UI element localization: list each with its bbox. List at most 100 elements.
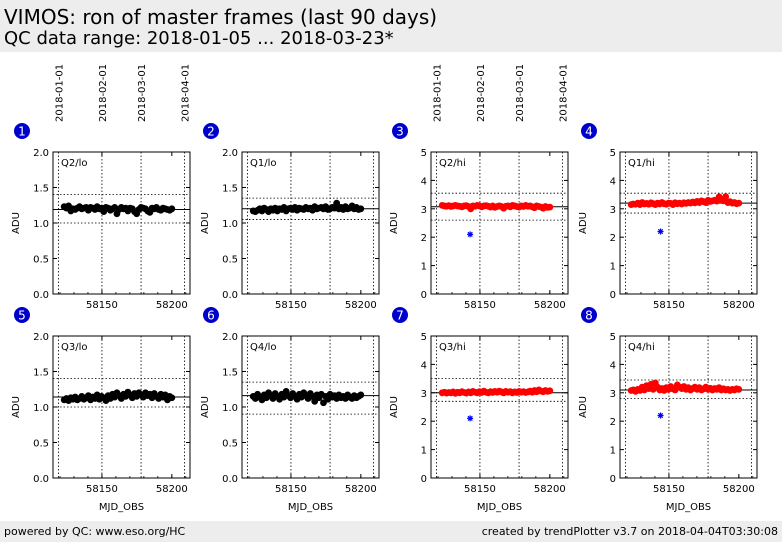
panel-number-badge	[14, 123, 30, 139]
y-axis-label: ADU	[578, 212, 589, 234]
data-point	[722, 193, 730, 200]
y-axis-label: ADU	[389, 212, 400, 234]
panel-number-label: 4	[585, 125, 593, 139]
outlier-stroke	[657, 412, 664, 419]
panel-number-badge	[392, 307, 408, 323]
data-point	[168, 205, 176, 213]
panel-number-label: 7	[396, 309, 404, 323]
y-tick-label: 1.0	[222, 219, 238, 230]
y-tick-label: 0.5	[33, 439, 49, 450]
date-tick-label: 2018-04-01	[558, 64, 569, 122]
x-axis-label: MJD_OBS	[288, 502, 333, 513]
date-tick-label: 2018-01-01	[433, 64, 444, 122]
outlier-stroke	[467, 415, 473, 421]
x-tick-label: 58200	[156, 300, 188, 311]
panel-label: Q2/hi	[439, 158, 466, 169]
y-tick-label: 0	[421, 474, 427, 485]
outlier-stroke	[657, 228, 664, 235]
y-tick-label: 3	[421, 205, 427, 216]
footer-credit: powered by QC: www.eso.org/HC	[4, 525, 186, 538]
x-tick-label: 58150	[275, 300, 307, 311]
x-axis-label: MJD_OBS	[666, 502, 711, 513]
panel-number-badge	[392, 123, 408, 139]
y-tick-label: 0.0	[222, 474, 238, 485]
y-axis-label: ADU	[389, 396, 400, 418]
data-point	[735, 385, 743, 393]
chart-panel-5: 0.0 0.5 1.0 1.5 2.0 58150 58200 ADU MJD_OBS Q3/lo…	[11, 307, 191, 513]
y-tick-label: 1.5	[222, 184, 238, 195]
y-tick-label: 0.0	[222, 290, 238, 301]
y-tick-label: 5	[610, 148, 616, 159]
chart-panel-4: 0 1 2 3 4 5 58150 58200 ADU Q1/hi 4	[578, 123, 758, 311]
panel-label: Q1/lo	[250, 158, 277, 169]
panel-label: Q1/hi	[628, 158, 655, 169]
plot-frame	[619, 151, 758, 295]
panel-label: Q2/lo	[61, 158, 88, 169]
date-tick-label: 2018-03-01	[515, 64, 526, 122]
y-tick-label: 5	[421, 332, 427, 343]
y-tick-label: 4	[421, 176, 427, 187]
data-point	[357, 391, 365, 399]
x-tick-label: 58150	[653, 484, 685, 495]
x-tick-label: 58200	[534, 484, 566, 495]
panel-number-badge	[14, 307, 30, 323]
y-tick-label: 0.5	[33, 255, 49, 266]
x-tick-label: 58150	[653, 300, 685, 311]
y-tick-label: 0.0	[33, 474, 49, 485]
y-axis-label: ADU	[11, 396, 22, 418]
panel-label: Q3/hi	[439, 342, 466, 353]
chart-panel-8: 0 1 2 3 4 5 58150 58200 ADU MJD_OBS Q4/hi 8	[578, 307, 758, 513]
y-tick-label: 2.0	[222, 148, 238, 159]
chart-panel-7: 0 1 2 3 4 5 58150 58200 ADU MJD_OBS Q3/hi 7	[389, 307, 569, 513]
outlier-marker	[467, 231, 474, 238]
y-tick-label: 1	[421, 262, 427, 273]
y-tick-label: 4	[421, 360, 427, 371]
panel-number-badge	[203, 123, 219, 139]
panel-label: Q3/lo	[61, 342, 88, 353]
y-tick-label: 0.5	[222, 255, 238, 266]
y-tick-label: 4	[610, 176, 616, 187]
x-tick-label: 58200	[345, 300, 377, 311]
panel-number-label: 3	[396, 125, 404, 139]
y-tick-label: 1.0	[222, 403, 238, 414]
y-tick-label: 5	[421, 148, 427, 159]
plot-frame	[430, 335, 569, 479]
page-title: VIMOS: ron of master frames (last 90 day…	[4, 5, 438, 29]
y-tick-label: 2.0	[33, 148, 49, 159]
y-tick-label: 1	[610, 446, 616, 457]
x-axis-label: MJD_OBS	[99, 502, 144, 513]
plots-area: 2018-01-01 2018-02-01 2018-03-01 2018-04-01…	[11, 64, 758, 513]
y-tick-label: 2.0	[222, 332, 238, 343]
x-axis-label: MJD_OBS	[477, 502, 522, 513]
data-point	[546, 203, 554, 211]
x-tick-label: 58200	[156, 484, 188, 495]
date-tick-label: 2018-02-01	[98, 64, 109, 122]
y-tick-label: 0.5	[222, 439, 238, 450]
y-tick-label: 1	[610, 262, 616, 273]
y-tick-label: 3	[421, 389, 427, 400]
y-tick-label: 2.0	[33, 332, 49, 343]
date-tick-label: 2018-02-01	[476, 64, 487, 122]
x-tick-label: 58200	[534, 300, 566, 311]
y-tick-label: 1.5	[222, 368, 238, 379]
x-tick-label: 58200	[723, 484, 755, 495]
panel-number-label: 6	[207, 309, 215, 323]
x-tick-label: 58150	[464, 484, 496, 495]
date-tick-label: 2018-03-01	[137, 64, 148, 122]
y-tick-label: 2	[421, 417, 427, 428]
y-tick-label: 3	[610, 205, 616, 216]
chart-panel-3: 2018-01-01 2018-02-01 2018-03-01 2018-04-01…	[389, 64, 569, 311]
y-tick-label: 0.0	[33, 290, 49, 301]
y-axis-label: ADU	[578, 396, 589, 418]
x-tick-label: 58150	[464, 300, 496, 311]
panel-label: Q4/lo	[250, 342, 277, 353]
footer-bar: powered by QC: www.eso.org/HC created by…	[0, 521, 782, 542]
x-tick-label: 58200	[723, 300, 755, 311]
y-axis-label: ADU	[200, 212, 211, 234]
y-tick-label: 0	[610, 290, 616, 301]
panel-number-label: 1	[18, 125, 26, 139]
panel-label: Q4/hi	[628, 342, 655, 353]
y-tick-label: 0	[610, 474, 616, 485]
panel-number-label: 5	[18, 309, 26, 323]
y-tick-label: 0	[421, 290, 427, 301]
